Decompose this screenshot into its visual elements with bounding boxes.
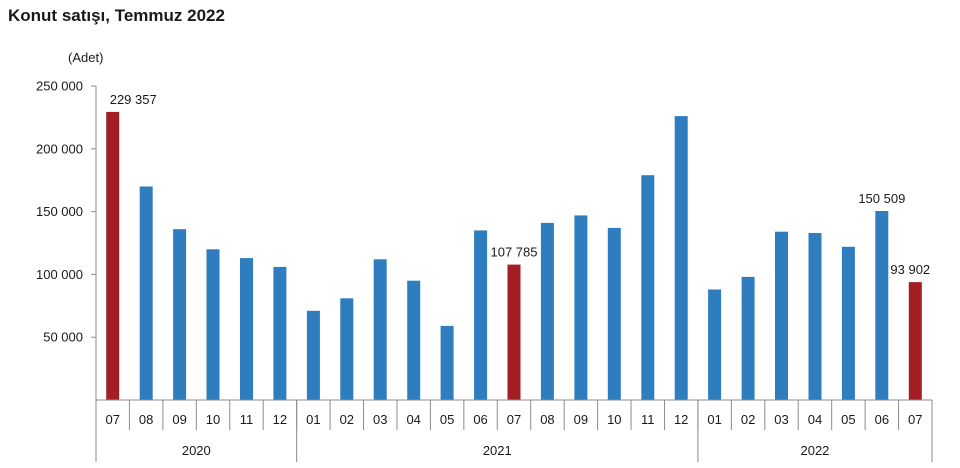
y-tick-label: 250 000: [36, 79, 83, 94]
x-tick-label: 03: [774, 412, 788, 427]
x-tick-label: 02: [340, 412, 354, 427]
x-tick-label: 05: [440, 412, 454, 427]
bar: [474, 230, 488, 400]
bar: [875, 211, 889, 400]
chart-title: Konut satışı, Temmuz 2022: [8, 6, 225, 25]
data-label: 229 357: [110, 92, 157, 107]
bar: [273, 266, 287, 400]
y-tick-label: 200 000: [36, 141, 83, 156]
x-tick-label: 12: [674, 412, 688, 427]
bar: [808, 233, 822, 400]
bar: [407, 280, 421, 400]
year-label: 2020: [182, 443, 211, 458]
x-tick-label: 06: [875, 412, 889, 427]
x-tick-label: 04: [406, 412, 420, 427]
bar: [206, 249, 220, 400]
bar: [841, 246, 855, 400]
bar: [775, 231, 788, 400]
data-label: 93 902: [890, 262, 930, 277]
bar: [674, 116, 688, 400]
x-tick-label: 08: [139, 412, 153, 427]
x-tick-label: 02: [741, 412, 755, 427]
x-tick-label: 10: [206, 412, 220, 427]
x-tick-label: 03: [373, 412, 387, 427]
bar: [340, 298, 354, 400]
x-tick-label: 07: [908, 412, 922, 427]
bar: [373, 259, 387, 400]
x-tick-label: 01: [306, 412, 320, 427]
bar: [607, 227, 621, 400]
year-label: 2022: [800, 443, 829, 458]
y-tick-label: 100 000: [36, 267, 83, 282]
x-tick-label: 09: [574, 412, 588, 427]
year-label: 2021: [483, 443, 512, 458]
bar: [540, 222, 554, 400]
bar: [574, 215, 588, 400]
x-tick-label: 10: [607, 412, 621, 427]
bar: [507, 264, 521, 400]
bar: [440, 325, 454, 400]
bar: [708, 289, 722, 400]
x-tick-label: 11: [641, 412, 655, 427]
x-tick-label: 05: [841, 412, 855, 427]
bar: [908, 282, 922, 400]
x-tick-label: 06: [473, 412, 487, 427]
x-tick-label: 09: [172, 412, 186, 427]
data-label: 107 785: [491, 245, 538, 260]
x-tick-label: 04: [808, 412, 822, 427]
y-tick-label: 150 000: [36, 204, 83, 219]
bar: [139, 186, 153, 400]
bar: [106, 111, 120, 401]
bar: [173, 229, 187, 400]
x-tick-label: 11: [240, 412, 254, 427]
x-tick-label: 01: [707, 412, 721, 427]
x-tick-label: 07: [507, 412, 521, 427]
x-tick-label: 07: [105, 412, 119, 427]
x-tick-label: 08: [540, 412, 554, 427]
y-axis-unit-label: (Adet): [68, 50, 104, 65]
data-label: 150 509: [858, 191, 905, 206]
bar: [641, 175, 655, 400]
x-tick-label: 12: [273, 412, 287, 427]
bar: [240, 258, 253, 400]
y-tick-label: 50 000: [43, 330, 83, 345]
bar: [741, 276, 755, 400]
bar: [306, 310, 320, 400]
